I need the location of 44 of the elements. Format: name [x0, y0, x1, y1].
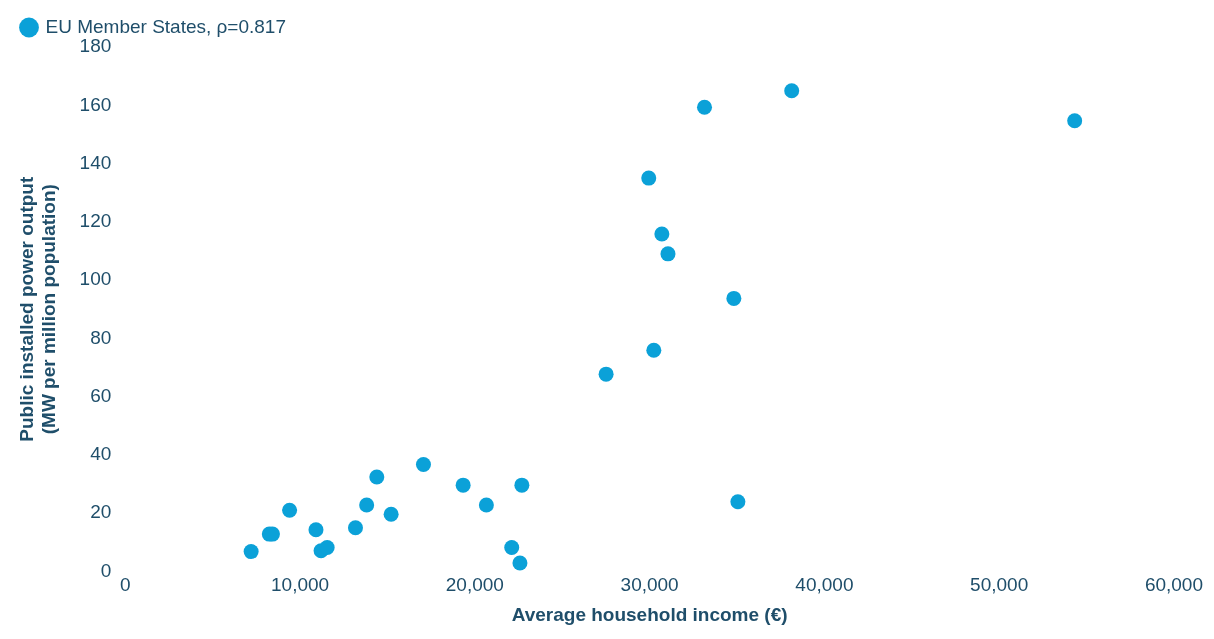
- y-tick-label: 0: [100, 559, 112, 581]
- y-tick-label: 100: [79, 268, 112, 290]
- y-tick-label: 20: [90, 501, 112, 523]
- point: [660, 246, 676, 262]
- point: [598, 366, 614, 382]
- x-axis-title: Average household income (€): [511, 603, 788, 625]
- point: [308, 522, 324, 538]
- point: [319, 540, 335, 556]
- point: [512, 555, 528, 571]
- y-tick-label: 160: [79, 93, 112, 115]
- point: [504, 540, 520, 556]
- point: [697, 99, 712, 115]
- x-tick-label: 10,000: [271, 574, 330, 596]
- y-tick-label: 60: [90, 384, 112, 406]
- point: [243, 544, 259, 560]
- x-tick-label: 20,000: [445, 574, 504, 596]
- point: [359, 497, 375, 513]
- point: [383, 506, 399, 522]
- legend-label: EU Member States, ρ=0.817: [45, 15, 287, 37]
- point: [369, 469, 385, 485]
- point: [347, 520, 363, 536]
- point: [646, 342, 662, 358]
- y-tick-label: 80: [90, 326, 112, 348]
- point: [1067, 113, 1083, 129]
- point: [415, 456, 431, 472]
- point: [641, 170, 657, 186]
- x-tick-label: 50,000: [970, 574, 1029, 596]
- point: [282, 502, 298, 518]
- y-tick-label: 140: [79, 151, 112, 173]
- y-axis-title: Public installed power output (MW per million population): [15, 176, 60, 442]
- point: [784, 83, 800, 99]
- point: [514, 477, 530, 493]
- point: [730, 494, 746, 510]
- y-tick-label: 120: [79, 210, 112, 232]
- point: [726, 290, 742, 306]
- y-tick-label: 40: [90, 443, 112, 465]
- point: [455, 477, 471, 493]
- x-tick-label: 60,000: [1144, 574, 1204, 596]
- y-tick-label: 180: [79, 35, 112, 57]
- point: [478, 497, 494, 513]
- x-tick-label: 40,000: [795, 574, 854, 596]
- x-tick-label: 30,000: [620, 574, 679, 596]
- point: [654, 226, 670, 242]
- x-tick-label: 0: [120, 574, 131, 596]
